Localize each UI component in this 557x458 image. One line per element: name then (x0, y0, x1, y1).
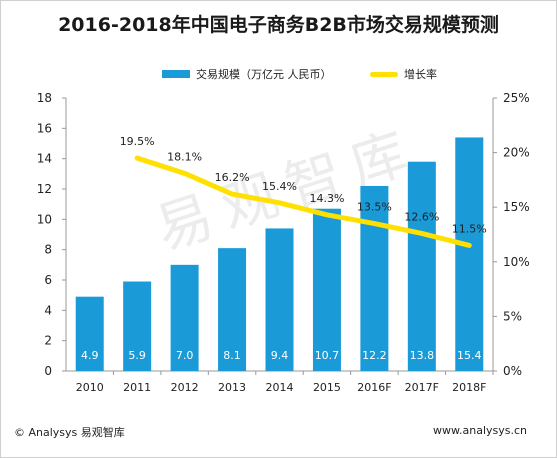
y-left-tick-label: 4 (44, 303, 52, 317)
x-tick-label: 2017F (405, 381, 439, 394)
bar (170, 264, 199, 371)
y-right-tick-label: 20% (503, 146, 530, 160)
chart-title: 2016-2018年中国电子商务B2B市场交易规模预测 (58, 14, 499, 36)
bar (455, 137, 484, 371)
y-right-tick-label: 15% (503, 200, 530, 214)
bar-value-label: 15.4 (457, 349, 482, 362)
y-right-tick-label: 10% (503, 255, 530, 269)
y-left-tick-label: 18 (37, 91, 52, 105)
y-left-tick-label: 16 (37, 121, 52, 135)
bar (312, 208, 341, 371)
bar-value-label: 10.7 (315, 349, 340, 362)
y-left-tick-label: 0 (44, 364, 52, 378)
bar (123, 281, 152, 371)
y-left-tick-label: 12 (37, 182, 52, 196)
x-tick-label: 2018F (452, 381, 486, 394)
growth-rate-line (134, 155, 472, 248)
bar (75, 296, 104, 371)
legend-bar-swatch (162, 70, 190, 78)
footer-website: www.analysys.cn (433, 424, 527, 437)
y-right-tick-label: 25% (503, 91, 530, 105)
y-right-tick-label: 0% (503, 364, 522, 378)
bar-value-label: 9.4 (271, 349, 289, 362)
legend-bar-label: 交易规模（万亿元 人民币） (196, 68, 332, 81)
y-left-tick-label: 10 (37, 212, 52, 226)
x-tick-label: 2011 (123, 381, 151, 394)
bar (218, 248, 247, 371)
line-value-label: 19.5% (120, 135, 155, 148)
y-right-tick-label: 5% (503, 309, 522, 323)
legend-line-label: 增长率 (404, 68, 437, 81)
bar-value-label: 8.1 (223, 349, 241, 362)
line-value-label: 18.1% (167, 150, 202, 163)
legend-line-swatch (370, 71, 398, 77)
bar (265, 228, 294, 371)
legend-line: 增长率 (370, 66, 437, 82)
y-left-tick-label: 2 (44, 334, 52, 348)
x-tick-label: 2012 (171, 381, 199, 394)
legend-bar: 交易规模（万亿元 人民币） (162, 66, 332, 82)
y-left-tick-label: 6 (44, 273, 52, 287)
x-tick-label: 2014 (266, 381, 294, 394)
footer-source: © Analysys 易观智库 (14, 426, 125, 439)
line-value-label: 16.2% (215, 171, 250, 184)
bar-value-label: 7.0 (176, 349, 194, 362)
bar (360, 185, 389, 371)
bar-value-label: 13.8 (410, 349, 435, 362)
y-left-tick-label: 8 (44, 243, 52, 257)
x-tick-label: 2015 (313, 381, 341, 394)
line-value-label: 13.5% (357, 201, 392, 214)
y-left-tick-label: 14 (37, 152, 52, 166)
x-tick-label: 2010 (76, 381, 104, 394)
bar (407, 161, 436, 371)
line-value-label: 15.4% (262, 180, 297, 193)
bar-value-label: 5.9 (128, 349, 146, 362)
bar-value-label: 4.9 (81, 349, 99, 362)
line-value-label: 12.6% (404, 210, 439, 223)
line-value-label: 11.5% (452, 222, 487, 235)
bar-value-label: 12.2 (362, 349, 387, 362)
x-tick-label: 2016F (357, 381, 391, 394)
line-value-label: 14.3% (309, 192, 344, 205)
x-tick-label: 2013 (218, 381, 246, 394)
